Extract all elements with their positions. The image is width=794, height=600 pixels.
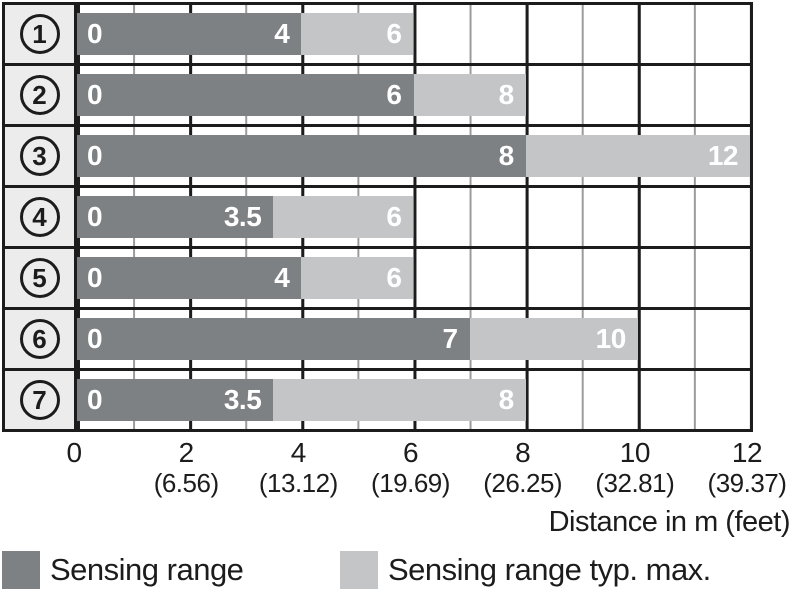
x-axis: 0 2 (6.56) 4 (13.12) 6 (19.69) 8 (26.25)… <box>66 437 786 501</box>
x-tick-10: 10 (32.81) <box>570 437 700 499</box>
tick-meters: 2 <box>178 437 195 468</box>
row-plot-7: 0 3.5 8 <box>77 371 750 429</box>
tick-feet: (13.12) <box>258 468 338 498</box>
bar-end-value: 6 <box>386 201 402 232</box>
bar-end-value: 10 <box>595 323 627 354</box>
bar-end-value: 12 <box>707 140 739 171</box>
sensing-range-bar: 0 6 <box>77 74 414 116</box>
row-plot-2: 0 6 8 <box>77 66 750 124</box>
sensing-range-bar: 0 3.5 <box>77 196 274 238</box>
tick-meters: 4 <box>290 437 307 468</box>
circled-number-4: 4 <box>19 197 60 237</box>
chart-row-2: 2 0 6 8 <box>2 63 753 127</box>
bar-start-value: 0 <box>87 18 103 49</box>
bar-end-value: 8 <box>498 140 515 171</box>
x-tick-8: 8 (26.25) <box>458 437 588 499</box>
chart-row-3: 3 0 8 12 <box>2 124 753 188</box>
sensing-range-bar: 0 4 <box>77 257 302 299</box>
category-cell-1: 1 <box>5 5 77 63</box>
tick-feet: (19.69) <box>371 468 450 498</box>
row-plot-6: 0 7 10 <box>77 310 750 368</box>
typ-max-bar: 6 <box>301 257 414 299</box>
chart-row-6: 6 0 7 10 <box>2 307 753 371</box>
x-tick-6: 6 (19.69) <box>346 437 476 499</box>
legend-item-sensing-range: Sensing range <box>2 551 244 589</box>
sensing-range-bar: 0 3.5 <box>77 379 274 421</box>
bar-start-value: 0 <box>87 323 103 354</box>
chart-row-5: 5 0 4 6 <box>2 246 753 310</box>
category-cell-4: 4 <box>5 188 77 246</box>
typ-max-bar: 8 <box>273 379 526 421</box>
typ-max-bar: 6 <box>301 13 414 55</box>
bar-end-value: 4 <box>274 18 290 49</box>
bar-start-value: 0 <box>87 262 103 293</box>
x-tick-0: 0 <box>9 437 139 468</box>
tick-feet: (32.81) <box>595 468 675 498</box>
circled-number-2: 2 <box>19 75 60 115</box>
chart-row-7: 7 0 3.5 8 <box>2 368 753 432</box>
circled-number-5: 5 <box>19 258 60 298</box>
x-tick-12: 12 (39.37) <box>682 437 794 499</box>
legend-label: Sensing range typ. max. <box>388 552 711 587</box>
chart-row-1: 1 0 4 6 <box>2 2 753 66</box>
bar-end-value: 8 <box>498 384 515 415</box>
typ-max-bar: 8 <box>413 74 526 116</box>
category-cell-7: 7 <box>5 371 77 429</box>
tick-feet: (39.37) <box>707 468 787 498</box>
typ-max-bar: 6 <box>273 196 414 238</box>
row-plot-3: 0 8 12 <box>77 127 750 185</box>
bar-end-value: 6 <box>386 18 402 49</box>
bar-end-value: 3.5 <box>223 384 262 415</box>
sensing-range-bar: 0 8 <box>77 135 526 177</box>
bar-start-value: 0 <box>87 79 103 110</box>
bar-start-value: 0 <box>87 140 103 171</box>
row-plot-5: 0 4 6 <box>77 249 750 307</box>
legend: Sensing range Sensing range typ. max. <box>2 551 792 591</box>
circled-number-1: 1 <box>19 14 60 54</box>
x-tick-2: 2 (6.56) <box>121 437 251 499</box>
x-tick-4: 4 (13.12) <box>233 437 363 499</box>
typ-max-bar: 12 <box>525 135 750 177</box>
category-cell-5: 5 <box>5 249 77 307</box>
category-cell-2: 2 <box>5 66 77 124</box>
bar-chart-grid: 1 0 4 6 2 0 6 8 <box>2 2 753 432</box>
bar-end-value: 3.5 <box>223 201 262 232</box>
chart-row-4: 4 0 3.5 6 <box>2 185 753 249</box>
bar-start-value: 0 <box>87 201 103 232</box>
bar-end-value: 7 <box>442 323 459 354</box>
category-cell-6: 6 <box>5 310 77 368</box>
sensing-range-bar: 0 4 <box>77 13 302 55</box>
bar-end-value: 6 <box>386 79 402 110</box>
tick-feet: (26.25) <box>483 468 563 498</box>
circled-number-3: 3 <box>19 136 60 176</box>
tick-meters: 10 <box>619 437 651 468</box>
legend-label: Sensing range <box>50 552 244 587</box>
tick-meters: 0 <box>66 437 82 468</box>
tick-feet: (6.56) <box>153 468 219 498</box>
bar-end-value: 4 <box>274 262 290 293</box>
legend-swatch-light <box>340 551 378 589</box>
bar-end-value: 8 <box>498 79 515 110</box>
legend-item-typ-max: Sensing range typ. max. <box>340 551 711 589</box>
category-cell-3: 3 <box>5 127 77 185</box>
row-plot-1: 0 4 6 <box>77 5 750 63</box>
sensing-range-bar: 0 7 <box>77 318 470 360</box>
bar-end-value: 6 <box>386 262 402 293</box>
tick-meters: 8 <box>515 437 531 468</box>
typ-max-bar: 10 <box>469 318 638 360</box>
circled-number-7: 7 <box>19 380 60 420</box>
legend-swatch-dark <box>2 551 40 589</box>
tick-meters: 6 <box>402 437 419 468</box>
bar-start-value: 0 <box>87 384 103 415</box>
row-plot-4: 0 3.5 6 <box>77 188 750 246</box>
tick-meters: 12 <box>731 437 763 468</box>
circled-number-6: 6 <box>19 319 60 359</box>
x-axis-title: Distance in m (feet) <box>548 506 791 538</box>
